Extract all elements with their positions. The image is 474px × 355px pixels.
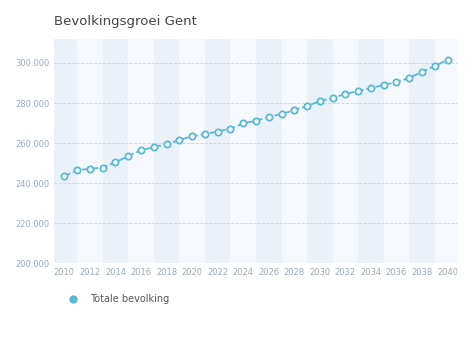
Bar xyxy=(154,39,179,263)
Bar xyxy=(435,39,458,263)
Bar xyxy=(358,39,384,263)
Bar xyxy=(307,39,333,263)
Text: Bevolkingsgroei Gent: Bevolkingsgroei Gent xyxy=(54,15,197,28)
Bar xyxy=(333,39,358,263)
Bar xyxy=(52,39,77,263)
Bar xyxy=(409,39,435,263)
Bar xyxy=(205,39,230,263)
Bar xyxy=(77,39,103,263)
Bar xyxy=(230,39,256,263)
Bar xyxy=(128,39,154,263)
Bar xyxy=(384,39,409,263)
Bar xyxy=(256,39,282,263)
Legend: Totale bevolking: Totale bevolking xyxy=(59,290,173,308)
Bar xyxy=(179,39,205,263)
Bar xyxy=(282,39,307,263)
Bar xyxy=(52,39,54,263)
Bar xyxy=(103,39,128,263)
